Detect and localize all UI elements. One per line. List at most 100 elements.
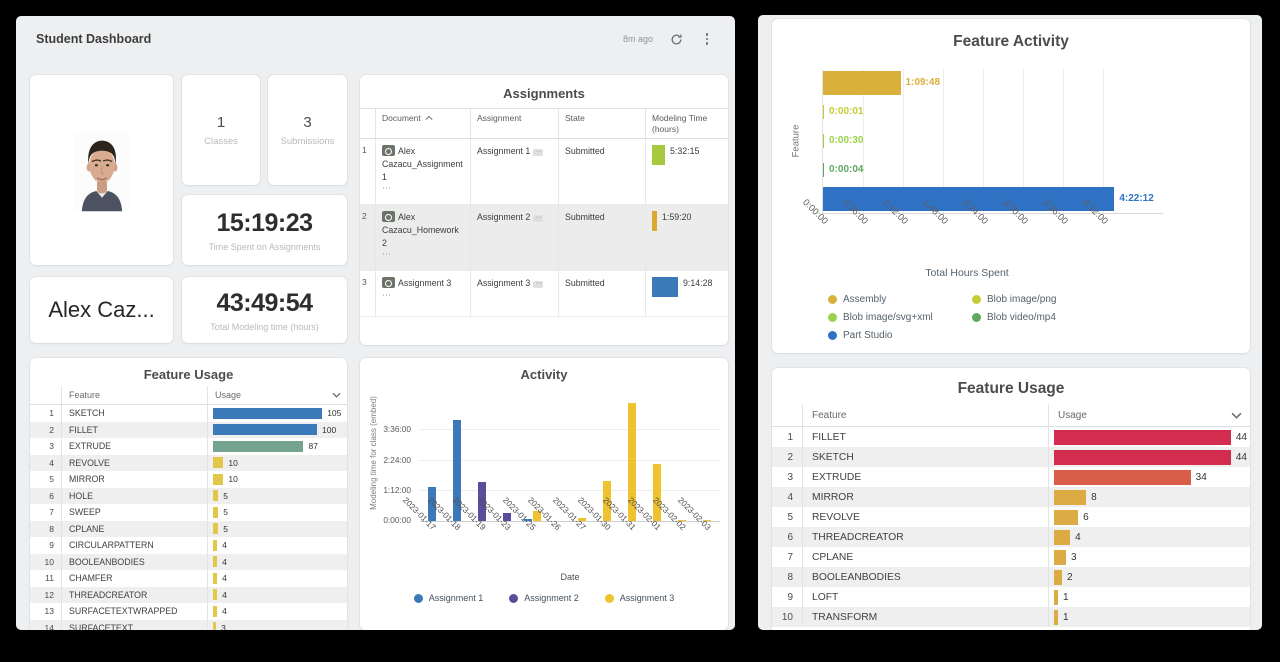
usage-cell: 4 [207, 553, 347, 570]
classes-stat-card: 1 Classes [182, 75, 260, 185]
bar [823, 186, 1115, 211]
table-row[interactable]: 6 HOLE 5 [30, 487, 347, 504]
row-rank: 1 [49, 408, 54, 419]
usage-cell: 44 [1048, 427, 1250, 447]
table-row[interactable]: 9 LOFT 1 [772, 587, 1250, 607]
table-row[interactable]: 10 TRANSFORM 1 [772, 607, 1250, 627]
feature-name: CPLANE [61, 520, 207, 537]
table-row[interactable]: 10 BOOLEANBODIES 4 [30, 553, 347, 570]
y-tick-label: 3:36:00 [383, 424, 411, 435]
column-header-document[interactable]: Document [375, 109, 470, 138]
legend-label: Assignment 1 [428, 593, 484, 603]
bar-value-label: 0:00:01 [829, 106, 864, 118]
legend-dot [828, 294, 837, 304]
usage-cell: 44 [1048, 447, 1250, 467]
table-row[interactable]: 4 REVOLVE 10 [30, 454, 347, 471]
feature-name: THREADCREATOR [802, 527, 1048, 547]
assignment-row[interactable]: 3 Assignment 3 ⋯ Assignment 3 ⋯ Submitted 9:14… [360, 271, 728, 317]
usage-value: 5 [223, 523, 228, 534]
row-rank: 4 [787, 491, 793, 503]
table-row[interactable]: 4 MIRROR 8 [772, 487, 1250, 507]
usage-bar [213, 473, 224, 485]
feature-activity-card: Feature Activity Feature 1:09:48 0:00:01 0… [772, 19, 1250, 353]
usage-value: 1 [1063, 611, 1069, 623]
legend-label: Assignment 3 [619, 593, 675, 603]
table-row[interactable]: 9 CIRCULARPATTERN 4 [30, 537, 347, 554]
feature-name: SKETCH [61, 405, 207, 422]
table-row[interactable]: 8 CPLANE 5 [30, 520, 347, 537]
chevron-down-icon[interactable] [332, 392, 341, 398]
assignment-row[interactable]: 1 Alex Cazacu_Assignment 1 ⋯ Assignment 1 ⋯ S… [360, 139, 728, 205]
student-photo-card [30, 75, 173, 265]
table-row[interactable]: 8 BOOLEANBODIES 2 [772, 567, 1250, 587]
usage-value: 4 [222, 556, 227, 567]
legend-item[interactable]: Assignment 2 [509, 593, 579, 603]
y-tick-label: 2:24:00 [383, 454, 411, 465]
time-spent-card: 15:19:23 Time Spent on Assignments [182, 195, 347, 265]
assignment-row[interactable]: 2 Alex Cazacu_Homework 2 ⋯ Assignment 2 ⋯ Sub… [360, 205, 728, 271]
usage-value: 5 [223, 490, 228, 501]
legend-item[interactable]: Assignment 1 [413, 593, 484, 603]
modeling-time-cell: 1:59:20 [645, 205, 728, 270]
state-cell: Submitted [558, 271, 645, 316]
table-row[interactable]: 1 FILLET 44 [772, 427, 1250, 447]
usage-bar [213, 622, 217, 630]
table-row[interactable]: 11 CHAMFER 4 [30, 570, 347, 587]
usage-column-header[interactable]: Usage [1048, 404, 1250, 426]
legend-item[interactable]: Blob image/png [972, 290, 1116, 308]
feature-name: THREADCREATOR [61, 586, 207, 603]
table-row[interactable]: 7 SWEEP 5 [30, 504, 347, 521]
column-header-assignment[interactable]: Assignment [470, 109, 558, 138]
usage-cell: 4 [1048, 527, 1250, 547]
usage-bar [1054, 429, 1231, 445]
usage-bar [1054, 449, 1231, 465]
table-row[interactable]: 7 CPLANE 3 [772, 547, 1250, 567]
feature-column-header[interactable]: Feature [802, 404, 1048, 426]
legend-item[interactable]: Blob image/svg+xml [828, 308, 972, 326]
feature-name: EXTRUDE [802, 467, 1048, 487]
legend-item[interactable]: Assignment 3 [604, 593, 675, 603]
feature-name: SWEEP [61, 504, 207, 521]
usage-column-header[interactable]: Usage [207, 386, 347, 404]
legend-item[interactable]: Part Studio [828, 326, 972, 344]
legend-dot [509, 593, 519, 603]
table-row[interactable]: 1 SKETCH 105 [30, 405, 347, 422]
usage-value: 105 [327, 408, 342, 419]
feature-usage-table-body: 1 SKETCH 105 2 FILLET 100 3 EXTRUDE 87 4 REVOLVE 10… [30, 405, 347, 630]
table-row[interactable]: 2 SKETCH 44 [772, 447, 1250, 467]
legend-item[interactable]: Blob video/mp4 [972, 308, 1116, 326]
table-row[interactable]: 6 THREADCREATOR 4 [772, 527, 1250, 547]
state-value: Submitted [565, 146, 605, 156]
chevron-down-icon[interactable] [1231, 412, 1242, 419]
table-row[interactable]: 5 MIRROR 10 [30, 471, 347, 488]
table-row[interactable]: 3 EXTRUDE 87 [30, 438, 347, 455]
assignment-cell: Assignment 2 ⋯ [470, 205, 558, 270]
row-rank: 7 [49, 507, 54, 518]
feature-column-header[interactable]: Feature [61, 386, 207, 404]
feature-name: EXTRUDE [61, 438, 207, 455]
kebab-menu-icon[interactable] [699, 31, 715, 47]
gridline [983, 69, 984, 213]
column-header-modeling-time[interactable]: Modeling Time (hours) [645, 109, 728, 138]
table-row[interactable]: 2 FILLET 100 [30, 421, 347, 438]
assignment-column-label: Assignment [477, 113, 522, 123]
table-row[interactable]: 14 SURFACETEXT 3 [30, 619, 347, 630]
usage-cell: 105 [207, 405, 347, 422]
row-rank: 3 [787, 471, 793, 483]
usage-cell: 2 [1048, 567, 1250, 587]
refresh-icon[interactable] [668, 31, 684, 47]
legend-item[interactable]: Assembly [828, 290, 972, 308]
table-row[interactable]: 3 EXTRUDE 34 [772, 467, 1250, 487]
usage-bar [213, 539, 218, 551]
column-header-state[interactable]: State [558, 109, 645, 138]
row-rank: 12 [44, 589, 54, 600]
table-row[interactable]: 12 THREADCREATOR 4 [30, 586, 347, 603]
gridline [420, 489, 720, 491]
ellipsis-icon: ⋯ [382, 249, 391, 260]
table-row[interactable]: 13 SURFACETEXTWRAPPED 4 [30, 603, 347, 620]
table-row[interactable]: 5 REVOLVE 6 [772, 507, 1250, 527]
usage-value: 44 [1235, 451, 1247, 463]
activity-title: Activity [520, 367, 568, 382]
document-name: Alex Cazacu_Homework 2 [382, 212, 459, 248]
usage-cell: 4 [207, 603, 347, 620]
